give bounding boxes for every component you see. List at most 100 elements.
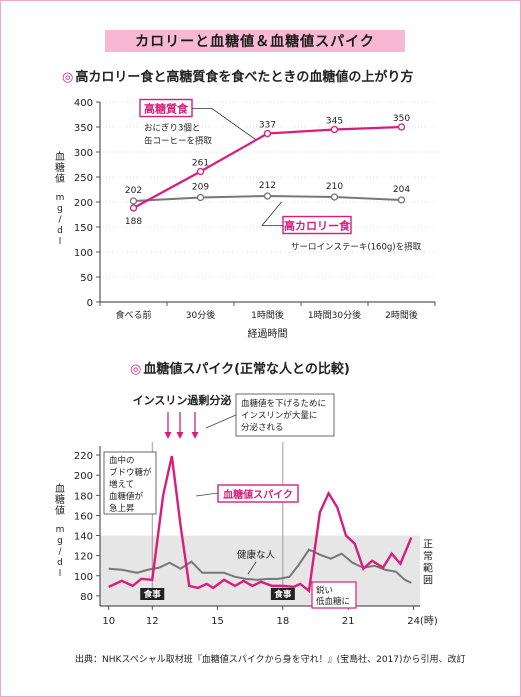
- svg-text:血: 血: [55, 150, 65, 163]
- annotation-low-line: 低血糖に: [316, 596, 350, 607]
- x-tick-label: 10: [102, 616, 115, 627]
- svg-text:g: g: [57, 204, 63, 214]
- svg-text:l: l: [59, 569, 62, 579]
- note-high-calorie: サーロインステーキ(160g)を摂取: [291, 242, 422, 253]
- section2-title-text: 血糖値スパイク(正常な人との比較): [143, 362, 350, 377]
- page-title: カロリーと血糖値＆血糖値スパイク: [135, 34, 375, 50]
- point-high-carb: [196, 167, 205, 176]
- point-high-carb: [397, 123, 406, 131]
- legend-box-high-carb: [139, 98, 193, 118]
- svg-text:囲: 囲: [423, 575, 433, 587]
- y-axis-unit: mg/dl: [56, 193, 65, 247]
- y-tick-label: 50: [80, 273, 93, 284]
- y-tick-label: 100: [74, 572, 93, 583]
- label-healthy: 健康な人: [237, 549, 276, 561]
- legend-label-high-calorie: 高カロリー食: [284, 219, 351, 233]
- point-high-calorie: [129, 197, 138, 205]
- svg-text:d: d: [57, 558, 63, 568]
- x-axis-label: 経過時間: [248, 327, 288, 340]
- y-tick-label: 400: [74, 98, 93, 109]
- svg-text:m: m: [56, 525, 65, 535]
- annotation-insulin-lower-line: インスリンが大量に: [241, 410, 317, 421]
- data-label-high-calorie: 209: [192, 183, 209, 193]
- insulin-arrowhead: [176, 432, 184, 439]
- insulin-arrowhead: [191, 432, 199, 439]
- y-tick-label: 350: [74, 123, 93, 134]
- data-label-high-calorie: 202: [125, 186, 142, 196]
- x-tick-label: 12: [146, 616, 159, 627]
- svg-text:/: /: [58, 215, 62, 225]
- y-tick-label: 160: [74, 511, 93, 522]
- y-tick-label: 100: [74, 248, 93, 259]
- data-label-high-carb: 350: [393, 114, 410, 124]
- svg-text:m: m: [56, 193, 65, 203]
- point-high-calorie: [196, 193, 205, 202]
- annotation-box-low: [311, 581, 357, 609]
- data-label-high-carb: 261: [192, 159, 209, 169]
- bullet-icon: ◎: [62, 70, 74, 85]
- y-tick-label: 80: [80, 592, 93, 603]
- x-tick-label: 30分後: [186, 309, 215, 321]
- annotation-box-insulin-lower: [235, 393, 335, 437]
- chart-carb-vs-calorie: 0 50 100 150 200 250 300 350 400 食べる前 30分後 1時間後 1時間3…: [55, 98, 436, 340]
- series-line-healthy: [108, 548, 412, 584]
- y-tick-label: 140: [74, 532, 93, 543]
- y-tick-label: 120: [74, 552, 93, 563]
- annotation-insulin-lower-line: 分泌される: [241, 422, 284, 433]
- x-tick-label: 2時間後: [385, 309, 418, 321]
- svg-text:範: 範: [423, 562, 433, 575]
- svg-text:常: 常: [423, 550, 433, 563]
- source-note: 出典：NHKスペシャル取材班『血糖値スパイクから身を守れ！』(宝島社、2017)…: [75, 655, 466, 665]
- y-tick-label: 180: [74, 491, 93, 502]
- y-axis-unit: mg/dl: [56, 525, 65, 579]
- point-high-calorie: [263, 192, 272, 200]
- x-tick-label: 1時間30分後: [308, 309, 361, 321]
- svg-text:血: 血: [55, 482, 65, 495]
- callout-line-high-calorie: [261, 201, 283, 226]
- y-tick-label: 0: [87, 298, 93, 309]
- point-high-calorie: [330, 193, 339, 201]
- svg-text:/: /: [58, 547, 62, 557]
- data-label-high-carb: 345: [326, 117, 343, 127]
- meal-label: 食事: [144, 589, 162, 600]
- svg-text:値: 値: [55, 172, 65, 185]
- legend-box-spike: [217, 484, 299, 503]
- callout-healthy: [247, 561, 257, 575]
- callout-line-high-carb: [192, 108, 256, 140]
- point-high-calorie: [397, 196, 406, 204]
- series-line-spike: [108, 455, 413, 594]
- annotation-low-line: 鋭い: [316, 585, 333, 596]
- svg-text:g: g: [57, 536, 63, 546]
- data-label-high-calorie: 212: [259, 181, 276, 191]
- svg-text:値: 値: [55, 504, 65, 517]
- legend-box-high-calorie: [282, 215, 352, 235]
- annotation-box-glucose: [103, 451, 157, 515]
- y-axis-label: 血糖値: [55, 482, 65, 517]
- meal-label-box: [140, 588, 165, 600]
- x-tick-label: 24(時): [407, 615, 438, 627]
- point-high-carb: [330, 125, 339, 134]
- callout-insulin-lower: [205, 414, 237, 429]
- annotation-glucose-line: 急上昇: [109, 503, 135, 514]
- page-title-band: カロリーと血糖値＆血糖値スパイク: [105, 30, 405, 52]
- y-tick-label: 150: [74, 223, 93, 234]
- y-tick-label: 200: [74, 198, 93, 209]
- x-tick-label: 18: [276, 616, 289, 627]
- annotation-glucose-line: ブドウ糖が: [109, 467, 152, 478]
- x-tick-label: 21: [342, 616, 355, 627]
- point-high-carb: [263, 129, 272, 138]
- meal-label-box: [270, 588, 295, 600]
- annotation-glucose-line: 増えて: [109, 479, 134, 490]
- annotation-glucose-line: 血糖値が: [109, 491, 144, 502]
- callout-spike: [195, 492, 219, 497]
- data-label-high-calorie: 204: [393, 185, 410, 195]
- section2-title: ◎ 血糖値スパイク(正常な人との比較): [130, 358, 350, 377]
- x-tick-label: 15: [211, 616, 224, 627]
- legend-label-high-carb: 高糖質食: [144, 102, 189, 116]
- svg-text:糖: 糖: [55, 161, 65, 174]
- section1-title-text: 高カロリー食と高糖質食を食べたときの血糖値の上がり方: [75, 70, 414, 85]
- annotation-glucose-line: 血中の: [109, 455, 135, 466]
- meal-label: 食事: [274, 589, 292, 600]
